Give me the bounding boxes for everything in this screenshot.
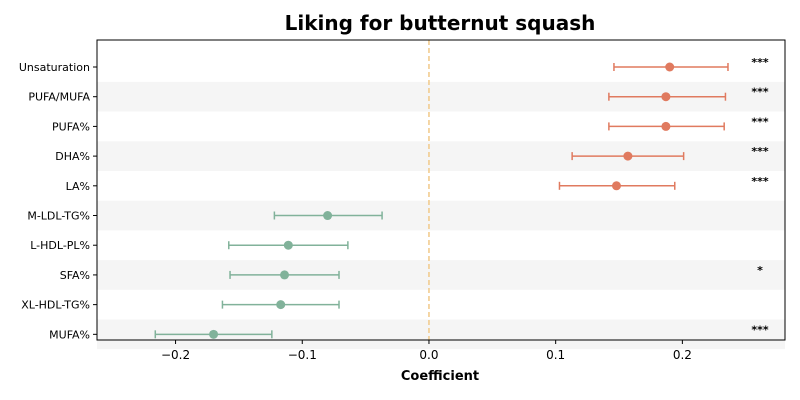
y-tick-label: L-HDL-PL% (30, 239, 90, 252)
x-tick-label: −0.1 (288, 348, 317, 362)
point-estimate (623, 151, 633, 161)
x-axis: −0.2 −0.1 0.0 0.1 0.2 (161, 340, 692, 362)
estimate-row (273, 211, 383, 221)
y-tick-label: PUFA/MUFA (28, 91, 90, 104)
estimate-row: *** (608, 115, 769, 131)
significance-label: * (757, 264, 763, 277)
chart-marks: ******************* (154, 56, 769, 339)
significance-label: *** (751, 115, 769, 128)
significance-label: *** (751, 86, 769, 99)
y-tick-label: MUFA% (49, 328, 90, 341)
significance-label: *** (751, 56, 769, 69)
point-estimate (323, 211, 333, 221)
x-tick-label: 0.0 (419, 348, 438, 362)
point-estimate (280, 270, 290, 280)
estimate-row (221, 300, 340, 310)
x-tick-label: 0.2 (673, 348, 692, 362)
x-tick-label: −0.2 (161, 348, 190, 362)
chart-title: Liking for butternut squash (285, 11, 596, 35)
y-tick-label: SFA% (60, 269, 90, 282)
point-estimate (276, 300, 286, 310)
estimate-row: *** (154, 323, 769, 339)
plot-frame (96, 39, 786, 341)
point-estimate (661, 92, 671, 102)
estimate-row: *** (608, 86, 769, 102)
y-tick-label: M-LDL-TG% (27, 210, 90, 223)
point-estimate (209, 329, 219, 339)
row-bands (97, 81, 785, 350)
estimate-row (228, 240, 349, 250)
y-tick-label: DHA% (55, 150, 90, 163)
estimate-row: * (229, 264, 763, 280)
point-estimate (661, 121, 671, 131)
significance-label: *** (751, 175, 769, 188)
estimate-row: *** (613, 56, 769, 72)
estimate-row: *** (571, 145, 769, 161)
significance-label: *** (751, 145, 769, 158)
y-tick-label: Unsaturation (19, 61, 90, 74)
y-tick-label: XL-HDL-TG% (21, 299, 90, 312)
point-estimate (665, 62, 675, 72)
estimate-row: *** (558, 175, 769, 191)
significance-label: *** (751, 323, 769, 336)
y-tick-label: LA% (66, 180, 90, 193)
row-band (97, 200, 785, 231)
point-estimate (611, 181, 621, 191)
x-tick-label: 0.1 (546, 348, 565, 362)
y-axis: Unsaturation PUFA/MUFA PUFA% DHA% LA% M-LDL-T… (19, 61, 97, 341)
row-band (97, 260, 785, 290)
point-estimate (283, 240, 293, 250)
x-axis-label: Coefficient (401, 369, 479, 384)
y-tick-label: PUFA% (52, 120, 90, 133)
